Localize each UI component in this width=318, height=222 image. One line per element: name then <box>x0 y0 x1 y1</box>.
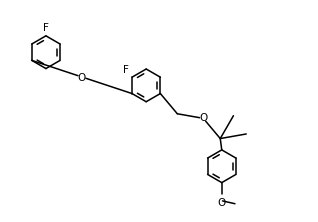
Text: O: O <box>218 198 226 208</box>
Text: F: F <box>43 23 49 33</box>
Text: F: F <box>123 65 129 75</box>
Text: O: O <box>199 113 207 123</box>
Text: O: O <box>78 73 86 83</box>
